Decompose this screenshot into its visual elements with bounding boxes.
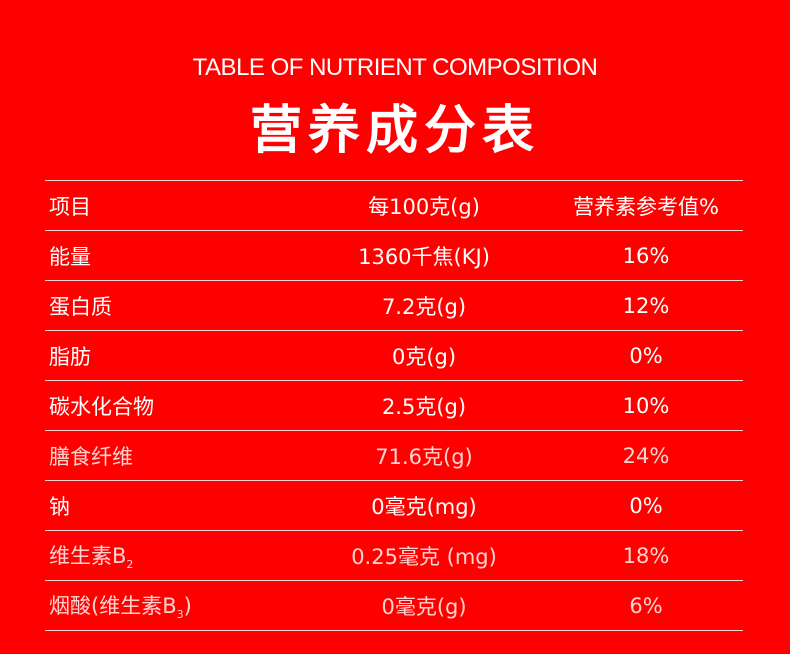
row-amount: 0毫克(g) xyxy=(381,594,467,619)
row-amount: 0.25毫克 (mg) xyxy=(351,544,497,569)
subtitle: TABLE OF NUTRIENT COMPOSITION xyxy=(192,54,598,81)
row-item: 维生素B2 xyxy=(45,540,299,571)
table-row: 蛋白质 7.2克(g) 12% xyxy=(45,281,743,331)
page-title: 营养成分表 xyxy=(249,101,540,161)
row-nrv: 24% xyxy=(622,443,670,468)
row-nrv: 16% xyxy=(622,243,670,268)
row-amount: 71.6克(g) xyxy=(375,444,473,469)
column-header-nrv: 营养素参考值% xyxy=(573,194,719,219)
row-amount: 7.2克(g) xyxy=(381,294,467,319)
row-item-subscript: 2 xyxy=(126,558,134,572)
row-amount: 0毫克(mg) xyxy=(371,494,477,519)
row-nrv: 0% xyxy=(629,343,663,368)
table-row: 能量 1360千焦(KJ) 16% xyxy=(45,231,743,281)
row-item-tail: ) xyxy=(183,593,192,618)
row-item-subscript: 3 xyxy=(176,608,184,622)
table-row: 钠 0毫克(mg) 0% xyxy=(45,481,743,531)
row-item: 脂肪 xyxy=(49,344,91,369)
row-amount: 2.5克(g) xyxy=(381,394,467,419)
row-item: 蛋白质 xyxy=(49,294,112,319)
table-header-row: 项目 每100克(g) 营养素参考值% xyxy=(45,181,743,231)
row-nrv: 10% xyxy=(622,393,670,418)
column-header-item: 项目 xyxy=(49,194,91,219)
row-amount: 1360千焦(KJ) xyxy=(358,244,490,269)
row-nrv: 6% xyxy=(629,593,663,618)
table-row: 烟酸(维生素B3) 0毫克(g) 6% xyxy=(45,581,743,631)
row-item-text: 烟酸(维生素B xyxy=(49,593,177,618)
row-item-text: 维生素B xyxy=(49,543,127,568)
row-nrv: 18% xyxy=(622,543,670,568)
table-row: 维生素B2 0.25毫克 (mg) 18% xyxy=(45,531,743,581)
row-item: 膳食纤维 xyxy=(49,444,133,469)
row-nrv: 12% xyxy=(622,293,670,318)
row-item: 能量 xyxy=(49,244,91,269)
row-amount: 0克(g) xyxy=(391,344,457,369)
table-row: 碳水化合物 2.5克(g) 10% xyxy=(45,381,743,431)
row-item: 烟酸(维生素B3) xyxy=(45,590,299,621)
table-row: 膳食纤维 71.6克(g) 24% xyxy=(45,431,743,481)
column-header-amount: 每100克(g) xyxy=(368,194,480,219)
nutrition-table: 项目 每100克(g) 营养素参考值% 能量 1360千焦(KJ) 16% 蛋白… xyxy=(45,180,743,631)
table-row: 脂肪 0克(g) 0% xyxy=(45,331,743,381)
row-item: 碳水化合物 xyxy=(49,394,154,419)
row-item: 钠 xyxy=(49,494,70,519)
row-nrv: 0% xyxy=(629,493,663,518)
